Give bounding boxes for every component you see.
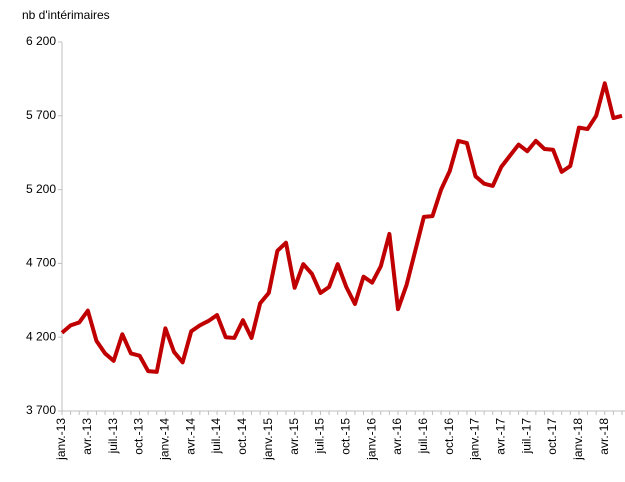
y-tick-label: 6 200	[26, 34, 56, 48]
y-tick-label: 3 700	[26, 403, 56, 417]
x-tick-label: juil.-14	[209, 418, 223, 455]
x-tick-label: avr.-15	[287, 418, 301, 455]
x-tick-label: janv.-14	[158, 418, 172, 461]
x-tick-label: juil.-17	[519, 418, 533, 455]
x-tick-label: juil.-16	[416, 418, 430, 455]
x-tick-label: janv.-17	[468, 418, 482, 461]
x-tick-label: avr.-14	[183, 418, 197, 455]
x-tick-label: janv.-15	[261, 418, 275, 461]
y-tick-label: 4 200	[26, 329, 56, 343]
y-tick-label: 4 700	[26, 256, 56, 270]
y-tick-label: 5 200	[26, 182, 56, 196]
x-tick-label: oct.-17	[545, 418, 559, 455]
x-tick-label: avr.-13	[80, 418, 94, 455]
y-axis-label: nb d'intérimaires	[22, 8, 110, 22]
x-tick-label: janv.-16	[364, 418, 378, 461]
x-tick-label: oct.-16	[442, 418, 456, 455]
x-tick-label: janv.-13	[54, 418, 68, 461]
x-tick-label: juil.-15	[313, 418, 327, 455]
x-tick-label: juil.-13	[106, 418, 120, 455]
x-tick-label: avr.-16	[390, 418, 404, 455]
line-series	[60, 81, 623, 374]
y-tick-label: 5 700	[26, 108, 56, 122]
x-tick-label: avr.-17	[494, 418, 508, 455]
x-tick-label: oct.-15	[338, 418, 352, 455]
x-tick-label: oct.-13	[132, 418, 146, 455]
x-tick-label: janv.-18	[571, 418, 585, 461]
x-tick-label: oct.-14	[235, 418, 249, 455]
x-tick-label: avr.-18	[597, 418, 611, 455]
